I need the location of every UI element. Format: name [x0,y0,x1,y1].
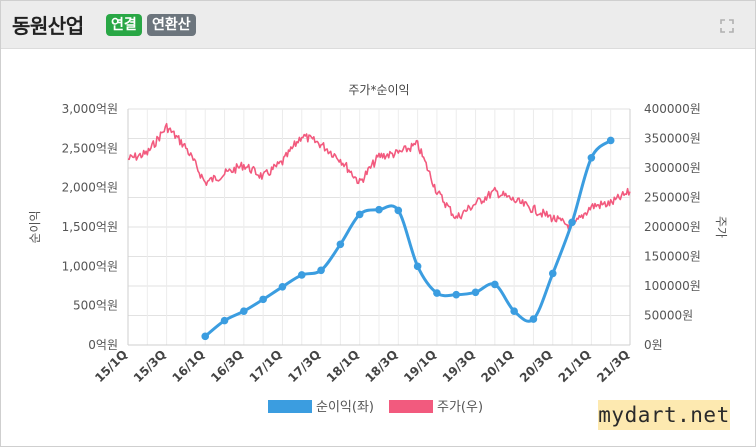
x-tick-label: 21/1Q [556,347,594,385]
right-tick-label: 200000원 [644,220,701,234]
net-income-point [452,290,461,299]
company-name: 동원산업 [12,14,84,38]
left-tick-label: 1,000억원 [62,259,118,273]
x-tick-label: 17/3Q [285,347,323,385]
right-tick-label: 50000원 [644,309,693,323]
net-income-point [413,262,422,271]
x-tick-label: 18/1Q [324,347,362,385]
x-tick-label: 21/3Q [594,347,632,385]
x-tick-label: 17/1Q [247,347,285,385]
net-income-point [471,288,480,297]
y-axis-left-title: 순이익 [28,210,42,243]
right-tick-label: 100000원 [644,279,701,293]
x-tick-label: 15/1Q [92,347,130,385]
right-tick-label: 350000원 [644,132,701,146]
x-tick-label: 15/3Q [131,347,169,385]
net-income-point [491,280,499,289]
net-income-point [548,269,557,278]
left-tick-label: 3,000억원 [62,102,118,116]
consolidated-badge[interactable]: 연결 [106,14,142,36]
left-tick-label: 0억원 [88,338,118,352]
expand-icon[interactable] [720,19,734,33]
net-income-point [336,240,345,249]
net-income-point [606,136,615,145]
net-income-point [568,218,576,227]
net-income-point [297,271,306,279]
net-income-point [375,205,383,214]
right-tick-label: 0원 [644,338,663,352]
x-tick-label: 19/3Q [440,347,478,385]
legend-swatch-net-income [268,400,312,413]
net-income-point [433,289,441,297]
right-tick-label: 150000원 [644,250,701,264]
net-income-point [355,210,364,219]
x-tick-label: 16/3Q [208,347,246,385]
right-tick-label: 250000원 [644,191,701,205]
net-income-point [394,206,403,215]
net-income-point [317,266,325,275]
net-income-point [529,315,538,323]
left-tick-label: 500억원 [73,299,118,313]
x-tick-label: 18/3Q [362,347,400,385]
x-tick-label: 20/1Q [478,347,516,385]
net-income-point [240,307,248,315]
net-income-price-chart: 주가*순이익 0원 50000원 100000원 150000원 200000원 25000… [28,83,728,415]
x-tick-label: 19/1Q [401,347,439,385]
legend-label-price: 주가(우) [437,400,483,415]
x-tick-label: 16/1Q [169,347,207,385]
right-tick-label: 300000원 [644,161,701,175]
right-tick-label: 400000원 [644,102,701,116]
left-tick-label: 2,500억원 [62,141,118,155]
left-tick-label: 1,500억원 [62,220,118,234]
net-income-point [201,332,210,341]
net-income-point [259,295,267,304]
legend-label-net-income: 순이익(좌) [316,400,374,415]
annualized-badge[interactable]: 연환산 [147,14,196,36]
card-header: 동원산업 연결 연환산 [1,1,755,49]
legend-swatch-price [389,400,433,413]
chart-title: 주가*순이익 [348,83,409,97]
x-tick-label: 20/3Q [517,347,555,385]
net-income-point [278,282,287,291]
net-income-point [587,153,596,162]
left-tick-label: 2,000억원 [62,181,118,195]
series-line-price [127,122,631,231]
net-income-point [510,307,518,315]
series-line-net-income [203,139,613,338]
net-income-point [220,316,229,325]
watermark: mydart.net [598,400,730,430]
y-axis-right-title: 주가 [714,216,728,238]
